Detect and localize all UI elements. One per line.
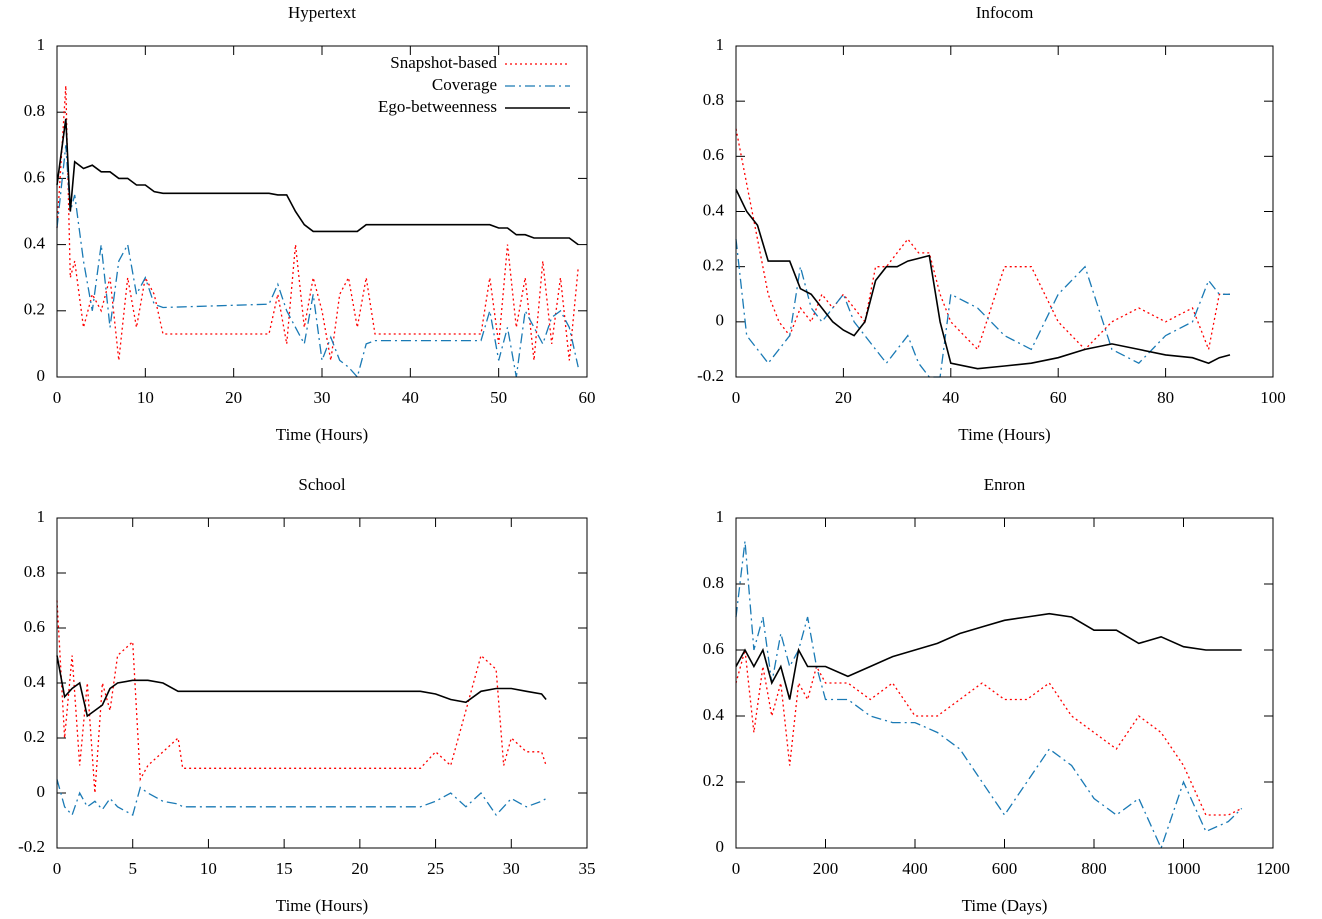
y-tick-label: 0.6 <box>24 167 45 186</box>
y-tick-label: 0 <box>716 837 725 856</box>
series-line <box>735 128 1230 352</box>
x-tick-label: 20 <box>835 388 852 407</box>
x-tick-label: 10 <box>200 859 217 878</box>
series-line <box>56 779 547 817</box>
y-tick-label: 0.8 <box>703 90 724 109</box>
x-tick-label: 0 <box>732 388 741 407</box>
series-line <box>56 118 579 246</box>
legend-label: Coverage <box>432 75 497 94</box>
plot-frame <box>735 45 1274 378</box>
y-tick-label: 0.8 <box>24 562 45 581</box>
y-tick-label: 0.8 <box>24 101 45 120</box>
y-tick-label: 0 <box>37 366 46 385</box>
y-tick-label: -0.2 <box>697 366 724 385</box>
x-tick-label: 1200 <box>1256 859 1290 878</box>
x-tick-label: 600 <box>992 859 1018 878</box>
series-line <box>56 655 547 718</box>
y-tick-label: 0 <box>716 311 725 330</box>
y-tick-label: 0.4 <box>703 705 725 724</box>
y-tick-label: 0.2 <box>24 300 45 319</box>
x-tick-label: 200 <box>813 859 839 878</box>
series-line <box>56 85 579 361</box>
x-axis-label: Time (Days) <box>962 896 1048 915</box>
chart-title: School <box>298 475 346 494</box>
y-tick-label: 0.4 <box>24 234 46 253</box>
series-line <box>735 239 1230 378</box>
x-tick-label: 60 <box>1050 388 1067 407</box>
y-tick-label: 0.2 <box>24 727 45 746</box>
series-line <box>735 541 1243 850</box>
x-tick-label: 800 <box>1081 859 1107 878</box>
y-tick-label: 1 <box>716 35 725 54</box>
x-tick-label: 5 <box>128 859 137 878</box>
series-line <box>735 649 1242 816</box>
y-tick-label: 1 <box>37 507 46 526</box>
x-axis-label: Time (Hours) <box>958 425 1050 444</box>
y-tick-label: 1 <box>37 35 46 54</box>
legend-label: Ego-betweenness <box>378 97 497 116</box>
y-tick-label: 0.4 <box>703 200 725 219</box>
y-tick-label: 0.8 <box>703 573 724 592</box>
series-line <box>735 612 1242 700</box>
y-tick-label: 1 <box>716 507 725 526</box>
x-tick-label: 50 <box>490 388 507 407</box>
y-tick-label: 0.2 <box>703 256 724 275</box>
y-tick-label: -0.2 <box>18 837 45 856</box>
x-tick-label: 20 <box>225 388 242 407</box>
x-tick-label: 0 <box>732 859 741 878</box>
x-tick-label: 10 <box>137 388 154 407</box>
x-tick-label: 20 <box>351 859 368 878</box>
legend-label: Snapshot-based <box>390 53 497 72</box>
x-tick-label: 30 <box>314 388 331 407</box>
y-tick-label: 0.2 <box>703 771 724 790</box>
x-tick-label: 0 <box>53 388 62 407</box>
series-line <box>735 189 1231 370</box>
x-tick-label: 40 <box>942 388 959 407</box>
series-line <box>56 145 579 379</box>
x-tick-label: 100 <box>1260 388 1286 407</box>
y-tick-label: 0.4 <box>24 672 46 691</box>
x-axis-label: Time (Hours) <box>276 896 368 915</box>
x-tick-label: 1000 <box>1167 859 1201 878</box>
y-tick-label: 0 <box>37 782 46 801</box>
y-tick-label: 0.6 <box>703 145 724 164</box>
x-axis-label: Time (Hours) <box>276 425 368 444</box>
y-tick-label: 0.6 <box>24 617 45 636</box>
x-tick-label: 0 <box>53 859 62 878</box>
x-tick-label: 80 <box>1157 388 1174 407</box>
x-tick-label: 60 <box>579 388 596 407</box>
x-tick-label: 35 <box>579 859 596 878</box>
y-tick-label: 0.6 <box>703 639 724 658</box>
x-tick-label: 15 <box>276 859 293 878</box>
plot-frame <box>56 517 588 849</box>
x-tick-label: 25 <box>427 859 444 878</box>
x-tick-label: 30 <box>503 859 520 878</box>
plot-frame <box>56 45 588 378</box>
x-tick-label: 400 <box>902 859 928 878</box>
chart-title: Enron <box>984 475 1026 494</box>
chart-title: Infocom <box>976 3 1034 22</box>
chart-title: Hypertext <box>288 3 356 22</box>
plot-frame <box>735 517 1274 849</box>
x-tick-label: 40 <box>402 388 419 407</box>
